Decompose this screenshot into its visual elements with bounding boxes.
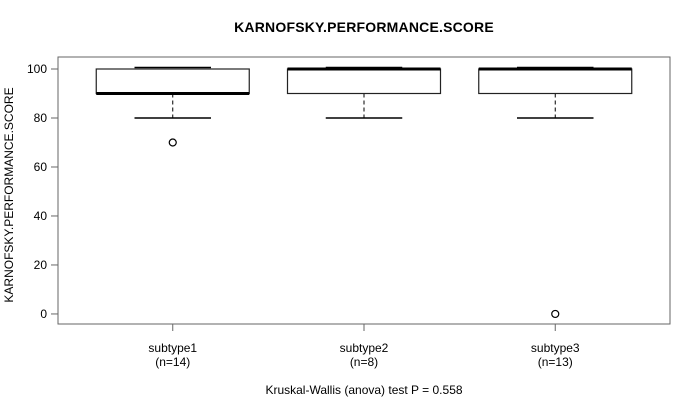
- y-tick-label: 40: [34, 209, 48, 223]
- y-tick-label: 60: [34, 160, 48, 174]
- x-category-label: subtype2: [340, 341, 389, 355]
- chart-title: KARNOFSKY.PERFORMANCE.SCORE: [234, 19, 494, 35]
- y-tick-label: 20: [34, 258, 48, 272]
- stat-test-caption: Kruskal-Wallis (anova) test P = 0.558: [265, 383, 463, 397]
- y-tick-label: 100: [27, 62, 47, 76]
- y-tick-label: 80: [34, 111, 48, 125]
- outlier-point: [551, 309, 560, 319]
- iqr-box: [286, 68, 442, 95]
- x-count-label: (n=14): [155, 355, 190, 369]
- x-count-label: (n=8): [350, 355, 378, 369]
- outlier-point: [168, 138, 177, 147]
- x-count-label: (n=13): [538, 355, 573, 369]
- iqr-box: [478, 68, 633, 95]
- y-tick-label: 0: [40, 307, 47, 321]
- x-category-label: subtype3: [531, 341, 580, 355]
- x-category-label: subtype1: [148, 341, 197, 355]
- iqr-box: [95, 68, 250, 95]
